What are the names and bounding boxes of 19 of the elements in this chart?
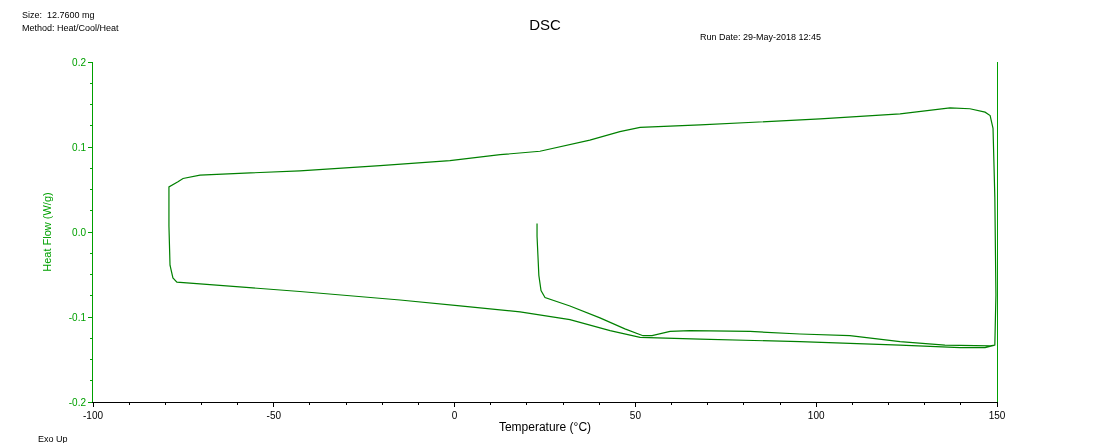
x-tick-label: 100 <box>807 410 825 421</box>
y-tick-label: 0.2 <box>72 56 87 68</box>
text: Run Date: 29-May-2018 12:45 <box>700 32 822 42</box>
text: Method: Heat/Cool/Heat <box>22 23 120 33</box>
x-tick-label: -100 <box>82 410 104 421</box>
y-tick-label: 0.0 <box>72 226 87 238</box>
x-axis-title: Temperature (°C) <box>498 419 592 434</box>
text: Size: 12.7600 mg <box>22 10 95 20</box>
text: Exo Up <box>38 434 68 443</box>
x-tick-label: 50 <box>629 410 642 421</box>
x-tick-label: 150 <box>988 410 1006 421</box>
y-tick-label: -0.2 <box>68 396 87 408</box>
y-axis-title: Heat Flow (W/g) <box>41 192 54 272</box>
chart-title: DSC <box>529 16 561 34</box>
y-tick-label: -0.1 <box>68 311 87 323</box>
x-tick-label: -50 <box>266 410 282 421</box>
y-tick-label: 0.1 <box>72 141 87 153</box>
line-series <box>168 107 997 349</box>
x-tick-label: 0 <box>451 410 458 421</box>
